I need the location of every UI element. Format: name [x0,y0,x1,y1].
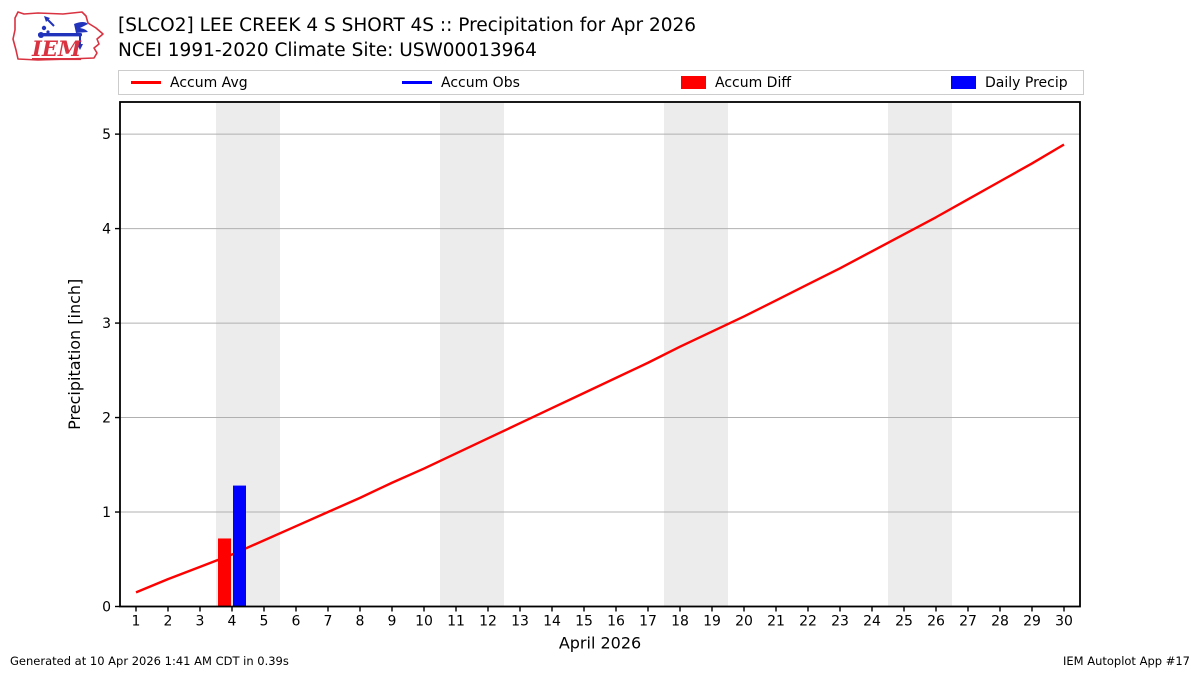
svg-text:10: 10 [415,614,433,630]
chart-legend: Accum Avg Accum Obs Accum Diff Daily Pre… [118,70,1084,95]
svg-text:17: 17 [639,614,657,630]
svg-text:4: 4 [102,222,111,238]
svg-text:23: 23 [831,614,849,630]
svg-text:8: 8 [356,614,365,630]
y-gridlines [120,133,1080,513]
accum-diff-bars [218,538,231,607]
chart-title: [SLCO2] LEE CREEK 4 S SHORT 4S :: Precip… [118,15,697,36]
svg-text:1: 1 [132,614,141,630]
svg-text:3: 3 [196,614,205,630]
y-axis: 0 1 2 3 4 5 Precipitation [inch] [65,127,120,616]
svg-text:15: 15 [575,614,593,630]
svg-text:14: 14 [543,614,561,630]
weather-vane-icon [38,16,88,50]
svg-text:0: 0 [102,600,111,616]
accum-avg-line [135,143,1065,594]
weekend-shading-bands [216,103,952,607]
accum-avg-line-swatch [131,81,161,84]
plot-spines [119,101,1081,608]
legend-item-accum-obs: Accum Obs [402,71,520,94]
legend-label: Accum Obs [441,74,520,91]
accum-obs-line-swatch [402,81,432,84]
svg-text:29: 29 [1023,614,1041,630]
legend-item-accum-avg: Accum Avg [131,71,248,94]
svg-text:12: 12 [479,614,497,630]
iem-logo: IEM [12,11,104,61]
svg-text:2: 2 [102,411,111,427]
svg-text:22: 22 [799,614,817,630]
svg-text:16: 16 [607,614,625,630]
svg-text:9: 9 [388,614,397,630]
chart-subtitle: NCEI 1991-2020 Climate Site: USW00013964 [118,40,537,61]
svg-text:3: 3 [102,316,111,332]
x-axis: 1 2 3 4 5 6 7 8 9 10 11 12 13 14 15 16 17 18 19 20 21 22 23 24 2… [132,606,1073,653]
svg-text:1: 1 [102,505,111,521]
svg-text:30: 30 [1055,614,1073,630]
daily-precip-bars [233,485,246,607]
legend-label: Accum Diff [715,74,792,91]
daily-precip-patch-swatch [951,76,976,89]
legend-label: Daily Precip [985,74,1068,91]
svg-text:21: 21 [767,614,785,630]
x-axis-title: April 2026 [559,634,641,653]
title-block: [SLCO2] LEE CREEK 4 S SHORT 4S :: Precip… [118,13,696,63]
generated-timestamp: Generated at 10 Apr 2026 1:41 AM CDT in … [10,654,289,668]
legend-label: Accum Avg [170,74,248,91]
app-credit: IEM Autoplot App #17 [1062,654,1190,668]
y-axis-title: Precipitation [inch] [65,279,84,430]
legend-item-daily-precip: Daily Precip [951,71,1068,94]
accum-diff-patch-swatch [681,76,706,89]
svg-text:28: 28 [991,614,1009,630]
logo-iem-text: IEM [31,36,82,61]
svg-text:2: 2 [164,614,173,630]
svg-text:5: 5 [102,127,111,143]
svg-text:24: 24 [863,614,881,630]
svg-text:4: 4 [228,614,237,630]
legend-item-accum-diff: Accum Diff [681,71,791,94]
svg-text:7: 7 [324,614,333,630]
svg-text:27: 27 [959,614,977,630]
svg-text:20: 20 [735,614,753,630]
svg-text:19: 19 [703,614,721,630]
iowa-outline [12,11,104,61]
svg-text:5: 5 [260,614,269,630]
svg-text:11: 11 [447,614,465,630]
svg-text:25: 25 [895,614,913,630]
svg-text:6: 6 [292,614,301,630]
svg-text:18: 18 [671,614,689,630]
svg-text:13: 13 [511,614,529,630]
svg-text:26: 26 [927,614,945,630]
